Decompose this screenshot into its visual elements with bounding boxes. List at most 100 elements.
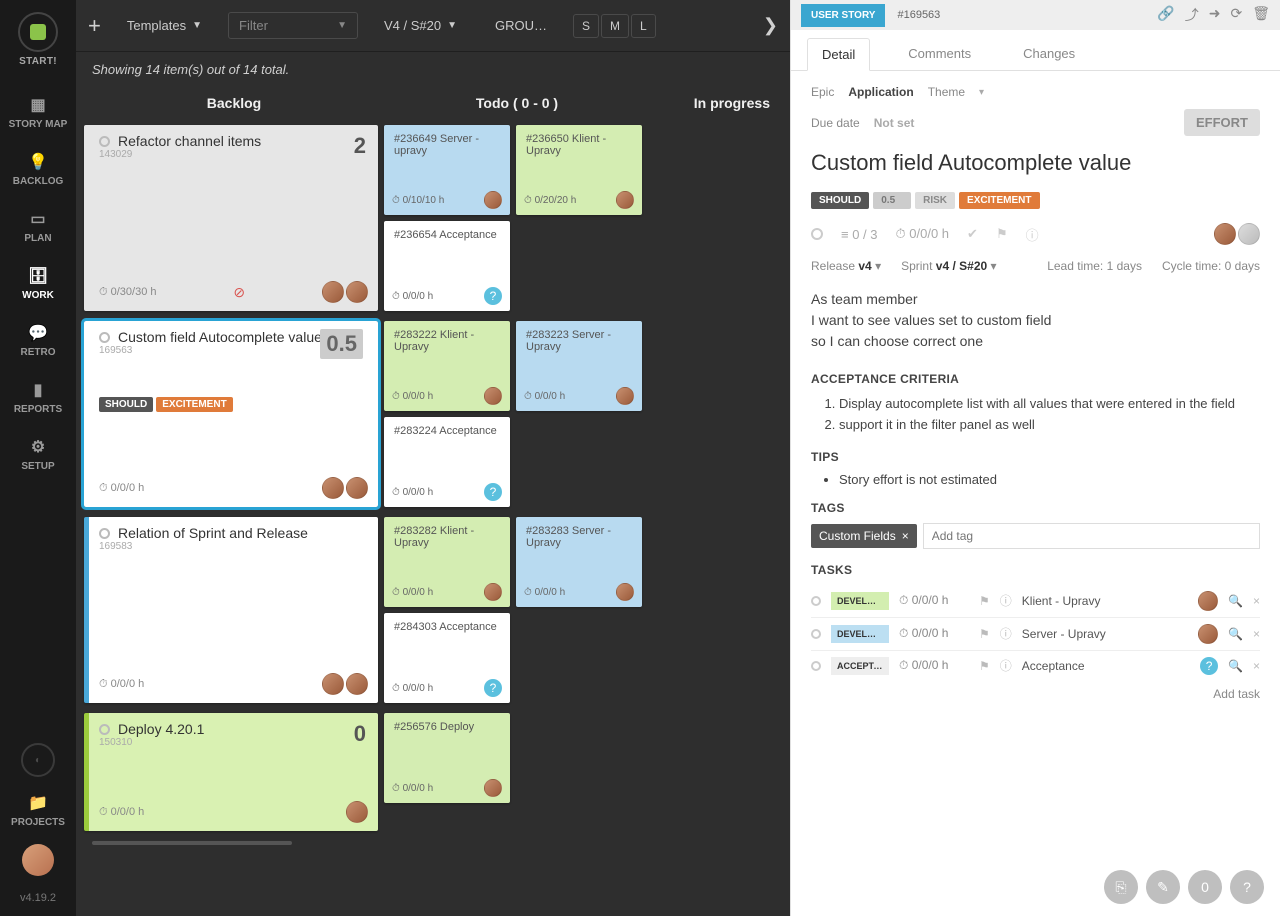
fab-help[interactable]: ? [1230, 870, 1264, 904]
filter-input[interactable]: Filter▼ [228, 12, 358, 39]
todo-card[interactable]: #256576 Deploy⏱ 0/0/0 h [384, 713, 510, 803]
nav-work[interactable]: 🗄WORK [22, 266, 54, 301]
trash-icon[interactable]: 🗑 [1252, 5, 1270, 25]
todo-card[interactable]: #236654 Acceptance⏱ 0/0/0 h? [384, 221, 510, 311]
add-button[interactable]: + [88, 13, 101, 39]
excitement-chip[interactable]: EXCITEMENT [959, 192, 1039, 209]
risk-chip[interactable]: RISK [915, 192, 955, 209]
remove-tag-icon[interactable]: × [902, 529, 909, 543]
flag-icon[interactable]: ⚑ [979, 594, 990, 608]
size-m-button[interactable]: M [601, 14, 629, 38]
search-icon[interactable]: 🔍 [1228, 594, 1243, 608]
unassigned-icon[interactable]: ? [1200, 657, 1218, 675]
fab-edit[interactable]: ✎ [1146, 870, 1180, 904]
due-value[interactable]: Not set [874, 116, 915, 130]
info-icon[interactable]: ⓘ [1000, 657, 1012, 674]
status-dot-icon[interactable] [811, 228, 823, 240]
nav-plan[interactable]: ▭PLAN [24, 209, 51, 244]
todo-card[interactable]: #283222 Klient - Upravy⏱ 0/0/0 h [384, 321, 510, 411]
search-icon[interactable]: 🔍 [1228, 659, 1243, 673]
card-avatar[interactable] [484, 779, 502, 797]
info-icon[interactable]: ⓘ [1000, 625, 1012, 642]
tab-changes[interactable]: Changes [1009, 38, 1089, 70]
nav-retro[interactable]: 💬RETRO [21, 323, 56, 358]
link-icon[interactable]: 🔗 [1157, 5, 1174, 25]
flag-icon[interactable]: ⚑ [979, 659, 990, 673]
scroll-right-button[interactable]: ❯ [763, 15, 778, 36]
task-row[interactable]: DEVELOPM…⏱ 0/0/0 h⚑ⓘServer - Upravy🔍× [811, 617, 1260, 650]
card-avatar[interactable] [346, 281, 368, 303]
share-icon[interactable]: ⤴ [1185, 5, 1199, 25]
fab-count[interactable]: 0 [1188, 870, 1222, 904]
nav-backlog[interactable]: 💡BACKLOG [13, 152, 64, 187]
assignee-avatar[interactable] [1214, 223, 1236, 245]
task-row[interactable]: ACCEPTAN…⏱ 0/0/0 h⚑ⓘAcceptance?🔍× [811, 650, 1260, 681]
user-avatar[interactable] [22, 844, 54, 876]
refresh-icon[interactable]: ⟳ [1230, 5, 1242, 25]
card-avatar[interactable] [484, 583, 502, 601]
forward-icon[interactable]: ➜ [1209, 5, 1221, 25]
card-avatar[interactable] [346, 477, 368, 499]
backlog-card[interactable]: Refactor channel items1430292⏱ 0/30/30 h… [84, 125, 378, 311]
nav-reports[interactable]: ▮REPORTS [14, 380, 62, 415]
tab-detail[interactable]: Detail [807, 38, 870, 71]
story-title[interactable]: Custom field Autocomplete value [811, 150, 1260, 176]
backlog-card[interactable]: Deploy 4.20.11503100⏱ 0/0/0 h [84, 713, 378, 831]
size-s-button[interactable]: S [573, 14, 599, 38]
todo-card[interactable]: #284303 Acceptance⏱ 0/0/0 h? [384, 613, 510, 703]
add-task-link[interactable]: Add task [811, 681, 1260, 701]
card-avatar[interactable] [616, 387, 634, 405]
flag-icon[interactable]: ⚑ [996, 226, 1008, 242]
check-icon[interactable]: ✔ [967, 226, 978, 242]
task-avatar[interactable] [1198, 591, 1218, 611]
app-logo[interactable] [18, 12, 58, 52]
card-avatar[interactable] [346, 673, 368, 695]
nav-setup[interactable]: ⚙SETUP [21, 437, 54, 472]
nav-story-map[interactable]: ▦STORY MAP [9, 95, 68, 130]
todo-card[interactable]: #283224 Acceptance⏱ 0/0/0 h? [384, 417, 510, 507]
card-avatar[interactable] [322, 281, 344, 303]
card-avatar[interactable] [322, 477, 344, 499]
flag-icon[interactable]: ⚑ [979, 627, 990, 641]
backlog-card[interactable]: Relation of Sprint and Release169583⏱ 0/… [84, 517, 378, 703]
unassigned-icon[interactable]: ? [484, 483, 502, 501]
todo-card[interactable]: #283223 Server - Upravy⏱ 0/0/0 h [516, 321, 642, 411]
collapse-ring-icon[interactable]: ◐ [21, 743, 55, 777]
release-value[interactable]: v4 [858, 259, 871, 273]
sprint-dropdown[interactable]: V4 / S#20▼ [372, 12, 469, 39]
size-l-button[interactable]: L [631, 14, 656, 38]
add-tag-input[interactable] [923, 523, 1260, 549]
epic-value[interactable]: Application [848, 85, 913, 99]
info-icon[interactable]: ⓘ [1000, 592, 1012, 609]
tab-comments[interactable]: Comments [894, 38, 985, 70]
card-avatar[interactable] [484, 191, 502, 209]
task-row[interactable]: DEVELOPM…⏱ 0/0/0 h⚑ⓘKlient - Upravy🔍× [811, 585, 1260, 617]
backlog-card[interactable]: Custom field Autocomplete value169563SHO… [84, 321, 378, 507]
story-description[interactable]: As team memberI want to see values set t… [811, 289, 1260, 352]
remove-icon[interactable]: × [1253, 659, 1260, 673]
todo-card[interactable]: #283282 Klient - Upravy⏱ 0/0/0 h [384, 517, 510, 607]
points-chip[interactable]: 0.5 [873, 192, 911, 209]
task-status-dot[interactable] [811, 629, 821, 639]
group-dropdown[interactable]: GROU… [483, 12, 559, 39]
unassigned-icon[interactable]: ? [484, 287, 502, 305]
card-avatar[interactable] [322, 673, 344, 695]
remove-icon[interactable]: × [1253, 594, 1260, 608]
card-avatar[interactable] [346, 801, 368, 823]
start-label[interactable]: START! [19, 56, 57, 67]
info-icon[interactable]: ⓘ [1026, 225, 1039, 244]
templates-button[interactable]: Templates▼ [115, 12, 214, 39]
search-icon[interactable]: 🔍 [1228, 627, 1243, 641]
horizontal-scrollbar[interactable] [92, 841, 292, 845]
tag-chip[interactable]: Custom Fields× [811, 524, 917, 548]
card-avatar[interactable] [616, 583, 634, 601]
projects-button[interactable]: 📁 PROJECTS [11, 793, 65, 828]
task-avatar[interactable] [1198, 624, 1218, 644]
card-avatar[interactable] [484, 387, 502, 405]
card-avatar[interactable] [616, 191, 634, 209]
todo-card[interactable]: #236650 Klient - Upravy⏱ 0/20/20 h [516, 125, 642, 215]
todo-card[interactable]: #236649 Server - upravy⏱ 0/10/10 h [384, 125, 510, 215]
task-status-dot[interactable] [811, 661, 821, 671]
unassigned-icon[interactable]: ? [484, 679, 502, 697]
priority-chip[interactable]: SHOULD [811, 192, 869, 209]
